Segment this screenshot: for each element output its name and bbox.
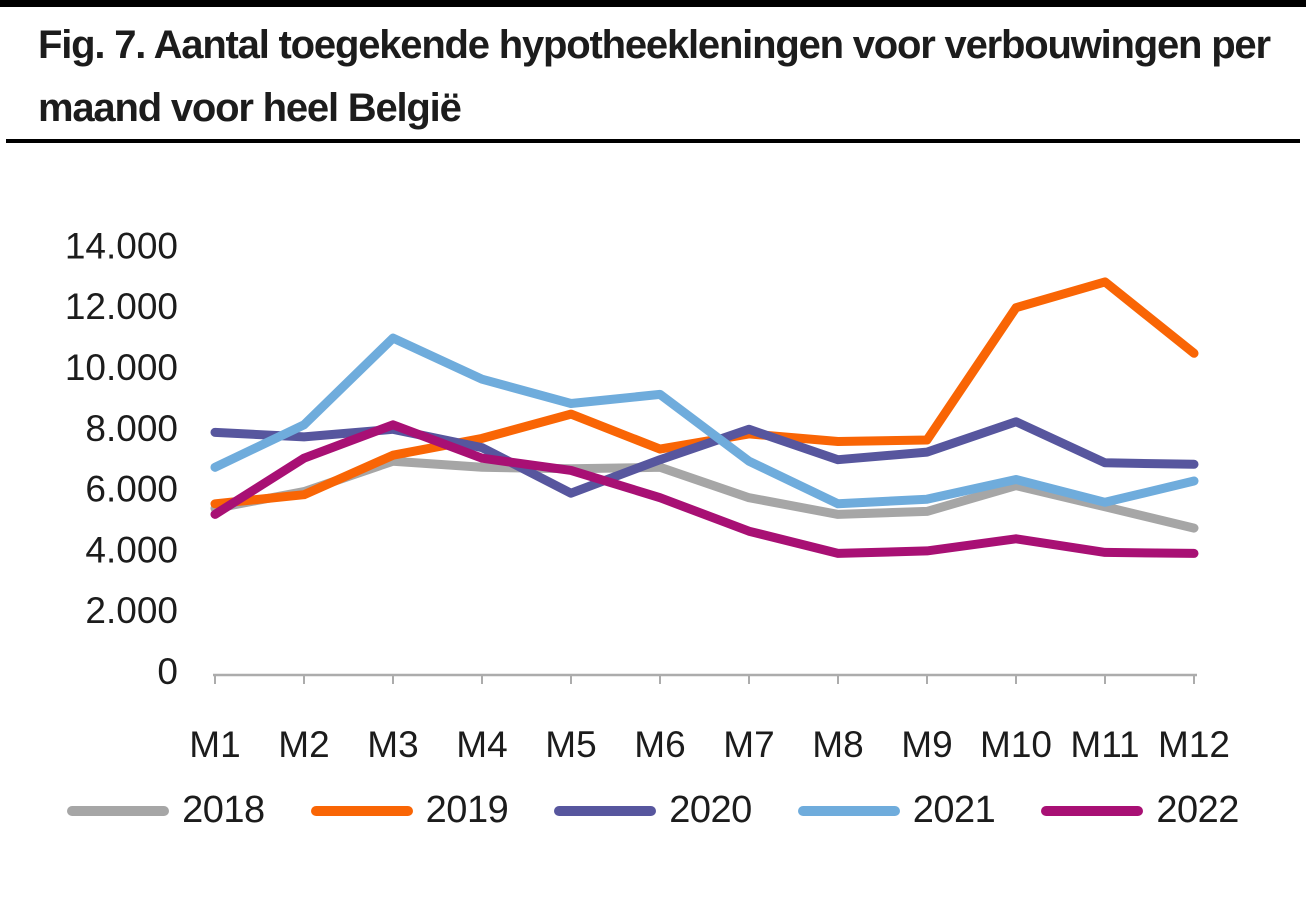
y-tick-label: 4.000 <box>85 529 178 570</box>
figure-title-line-2: maand voor heel België <box>38 86 462 130</box>
x-tick-label: M7 <box>723 724 774 765</box>
y-tick-label: 0 <box>157 651 178 692</box>
legend-label-2021: 2021 <box>912 789 996 831</box>
title-divider-rule <box>6 139 1300 143</box>
legend-label-2022: 2022 <box>1156 789 1239 831</box>
legend-item-2021: 2021 <box>797 789 996 832</box>
y-tick-label: 2.000 <box>85 590 178 631</box>
figure-title: Fig. 7. Aantal toegekende hypotheeklenin… <box>38 14 1298 140</box>
legend-item-2019: 2019 <box>310 789 509 832</box>
legend-item-2022: 2022 <box>1041 789 1239 832</box>
x-tick-label: M4 <box>456 724 507 765</box>
x-tick-label: M11 <box>1070 724 1139 765</box>
legend-swatch-2021 <box>797 805 900 816</box>
series-line-2019 <box>210 277 1199 509</box>
y-tick-label: 14.000 <box>65 225 178 266</box>
legend-label-2018: 2018 <box>182 789 265 831</box>
y-axis-tick-labels: 0 2.000 4.000 6.000 8.000 10.000 12.000 14.000 <box>65 225 178 692</box>
x-tick-label: M10 <box>980 724 1052 765</box>
legend-swatch-2022 <box>1041 805 1144 816</box>
series-line-2022 <box>210 420 1199 558</box>
legend-swatch-2018 <box>67 805 170 816</box>
x-tick-label: M12 <box>1158 724 1230 765</box>
y-tick-label: 8.000 <box>85 408 178 449</box>
y-tick-label: 10.000 <box>65 347 178 388</box>
legend-swatch-2020 <box>554 805 657 816</box>
x-tick-label: M9 <box>901 724 952 765</box>
y-tick-label: 12.000 <box>65 286 178 327</box>
series-line-2021 <box>210 333 1199 509</box>
x-tick-label: M8 <box>812 724 863 765</box>
legend-swatch-2019 <box>310 805 413 816</box>
chart-series-lines <box>210 277 1199 558</box>
legend-label-2020: 2020 <box>669 789 752 831</box>
x-tick-label: M6 <box>634 724 685 765</box>
legend-item-2020: 2020 <box>554 789 752 832</box>
chart-legend: 2018 2019 2020 2021 2022 <box>0 789 1306 832</box>
figure-title-line-1: Fig. 7. Aantal toegekende hypotheeklenin… <box>38 23 1271 67</box>
legend-item-2018: 2018 <box>67 789 265 832</box>
top-border-bar <box>0 0 1306 7</box>
legend-label-2019: 2019 <box>425 789 509 831</box>
x-tick-label: M5 <box>545 724 596 765</box>
y-tick-label: 6.000 <box>85 469 178 510</box>
x-tick-label: M3 <box>367 724 418 765</box>
x-tick-label: M2 <box>278 724 329 765</box>
x-tick-label: M1 <box>189 724 240 765</box>
x-axis: M1 M2 M3 M4 M5 M6 M7 M8 M9 M10 M11 M12 <box>189 673 1230 765</box>
